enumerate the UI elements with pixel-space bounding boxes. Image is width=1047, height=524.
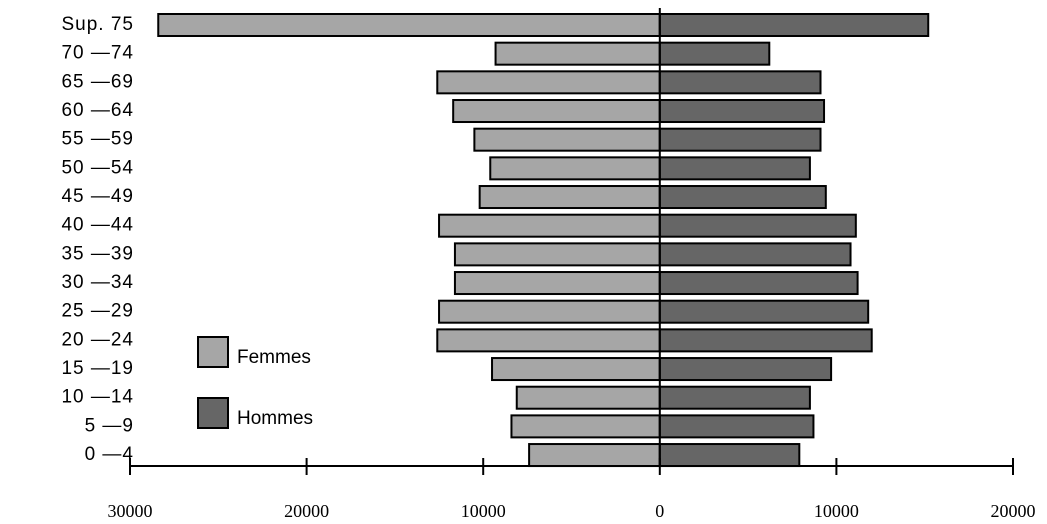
bar	[489, 156, 661, 181]
legend-label: Hommes	[237, 408, 313, 429]
bar	[436, 328, 661, 353]
bar	[436, 70, 661, 95]
legend-swatch	[197, 397, 229, 429]
bar	[438, 299, 661, 324]
bar	[528, 443, 661, 468]
bar	[658, 127, 822, 152]
bar	[658, 156, 811, 181]
x-tick-label: 20000	[991, 501, 1036, 521]
category-label: 35 —39	[61, 243, 134, 264]
bar	[658, 328, 873, 353]
category-label: 70 —74	[61, 43, 134, 64]
bar	[658, 385, 811, 410]
bar	[452, 99, 661, 124]
x-tick-label: 10000	[814, 501, 859, 521]
category-label: 60 —64	[61, 100, 134, 121]
x-tick-label: 20000	[284, 501, 329, 521]
x-tick-label: 0	[655, 501, 664, 521]
category-label: 15 —19	[61, 358, 134, 379]
bar	[478, 185, 661, 210]
category-label: 0 —4	[85, 444, 134, 465]
bar	[658, 443, 801, 468]
legend-label: Femmes	[237, 347, 311, 368]
category-label: 25 —29	[61, 301, 134, 322]
category-label: 65 —69	[61, 71, 134, 92]
bar	[658, 213, 857, 238]
bar	[157, 13, 661, 37]
bar	[658, 414, 815, 439]
bar	[494, 41, 661, 66]
category-label: 40 —44	[61, 215, 134, 236]
x-tick-label: 10000	[461, 501, 506, 521]
bar	[658, 13, 930, 37]
bar	[658, 99, 826, 124]
bar	[510, 414, 661, 439]
bar	[658, 271, 859, 296]
bar	[473, 127, 661, 152]
bar	[438, 213, 661, 238]
category-label: 10 —14	[61, 387, 134, 408]
bar	[658, 357, 833, 382]
bar	[453, 271, 661, 296]
bar	[491, 357, 661, 382]
category-label: 55 —59	[61, 129, 134, 150]
category-label: 30 —34	[61, 272, 134, 293]
bar	[658, 41, 771, 66]
bar	[658, 299, 870, 324]
bar	[658, 185, 827, 210]
legend-swatch	[197, 336, 229, 368]
category-label: 20 —24	[61, 329, 134, 350]
bar	[658, 70, 822, 95]
bar	[658, 242, 852, 267]
x-tick-label: 30000	[108, 501, 153, 521]
bar	[453, 242, 661, 267]
bar	[515, 385, 661, 410]
category-label: 5 —9	[85, 415, 134, 436]
category-label: 50 —54	[61, 157, 134, 178]
category-label: Sup. 75	[62, 14, 135, 35]
category-label: 45 —49	[61, 186, 134, 207]
